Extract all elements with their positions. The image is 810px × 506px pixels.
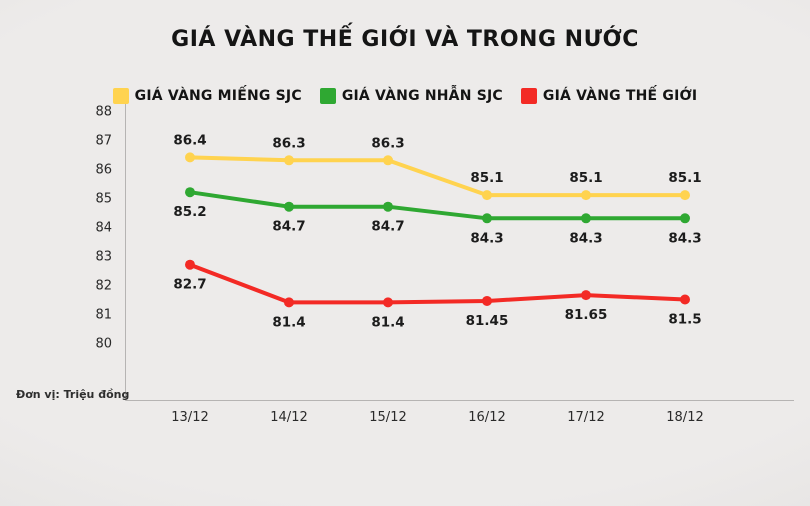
data-label: 81.4 [272, 314, 305, 330]
y-tick-label: 80 [95, 337, 112, 352]
unit-note: Đơn vị: Triệu đồng [16, 388, 130, 401]
data-label: 85.1 [470, 170, 503, 186]
x-tick-label: 15/12 [369, 410, 406, 425]
data-point [185, 152, 195, 163]
legend: GIÁ VÀNG MIẾNG SJC GIÁ VÀNG NHẪN SJC GIÁ… [0, 88, 810, 104]
data-label: 84.3 [569, 230, 602, 246]
data-label: 84.3 [470, 230, 503, 246]
data-point [383, 201, 393, 212]
data-label: 86.3 [272, 135, 305, 151]
data-label: 81.65 [565, 307, 608, 323]
data-point [185, 187, 195, 198]
data-point [482, 295, 492, 306]
data-label: 84.3 [668, 230, 701, 246]
x-tick-label: 16/12 [468, 410, 505, 425]
data-point [284, 155, 294, 166]
y-tick-label: 86 [95, 163, 112, 178]
legend-label-world: GIÁ VÀNG THẾ GIỚI [542, 88, 698, 104]
data-point [383, 155, 393, 166]
data-label: 84.7 [272, 219, 305, 235]
data-point [581, 213, 591, 224]
data-label: 82.7 [173, 277, 206, 293]
y-tick-label: 81 [95, 308, 112, 323]
data-point [680, 213, 690, 224]
data-label: 85.1 [569, 170, 602, 186]
series-line [188, 190, 687, 221]
legend-item-sjc-ring: GIÁ VÀNG NHẪN SJC [319, 88, 503, 104]
data-point [185, 259, 195, 270]
x-tick-label: 13/12 [171, 410, 208, 425]
data-point [680, 294, 690, 305]
y-tick-label: 83 [95, 250, 112, 265]
legend-swatch-yellow-icon [112, 88, 129, 104]
legend-swatch-green-icon [319, 88, 336, 104]
y-tick-label: 85 [95, 192, 112, 207]
data-label: 85.1 [668, 170, 701, 186]
x-tick-label: 17/12 [567, 410, 604, 425]
data-point [581, 190, 591, 201]
data-label: 84.7 [371, 219, 404, 235]
y-tick-label: 87 [95, 134, 112, 149]
data-point [284, 297, 294, 308]
legend-item-sjc-bar: GIÁ VÀNG MIẾNG SJC [112, 88, 302, 104]
y-tick-label: 84 [95, 221, 112, 236]
x-tick-label: 18/12 [666, 410, 703, 425]
data-label: 86.3 [371, 135, 404, 151]
page-title: GIÁ VÀNG THẾ GIỚI VÀ TRONG NƯỚC [171, 27, 639, 52]
data-label: 81.45 [466, 313, 509, 329]
data-point [680, 190, 690, 201]
series-line [188, 262, 687, 305]
data-point [482, 190, 492, 201]
legend-item-world: GIÁ VÀNG THẾ GIỚI [520, 88, 698, 104]
y-tick-label: 88 [95, 105, 112, 120]
data-point [284, 201, 294, 212]
series-line [188, 155, 687, 198]
data-point [482, 213, 492, 224]
data-label: 81.5 [668, 312, 701, 328]
data-label: 85.2 [173, 204, 206, 220]
data-point [383, 297, 393, 308]
legend-label-sjc-ring: GIÁ VÀNG NHẪN SJC [341, 88, 503, 104]
data-point [581, 290, 591, 301]
x-tick-label: 14/12 [270, 410, 307, 425]
legend-swatch-red-icon [520, 88, 537, 104]
y-tick-label: 82 [95, 279, 112, 294]
data-label: 86.4 [173, 132, 206, 148]
data-label: 81.4 [371, 314, 404, 330]
legend-label-sjc-bar: GIÁ VÀNG MIẾNG SJC [134, 88, 302, 104]
